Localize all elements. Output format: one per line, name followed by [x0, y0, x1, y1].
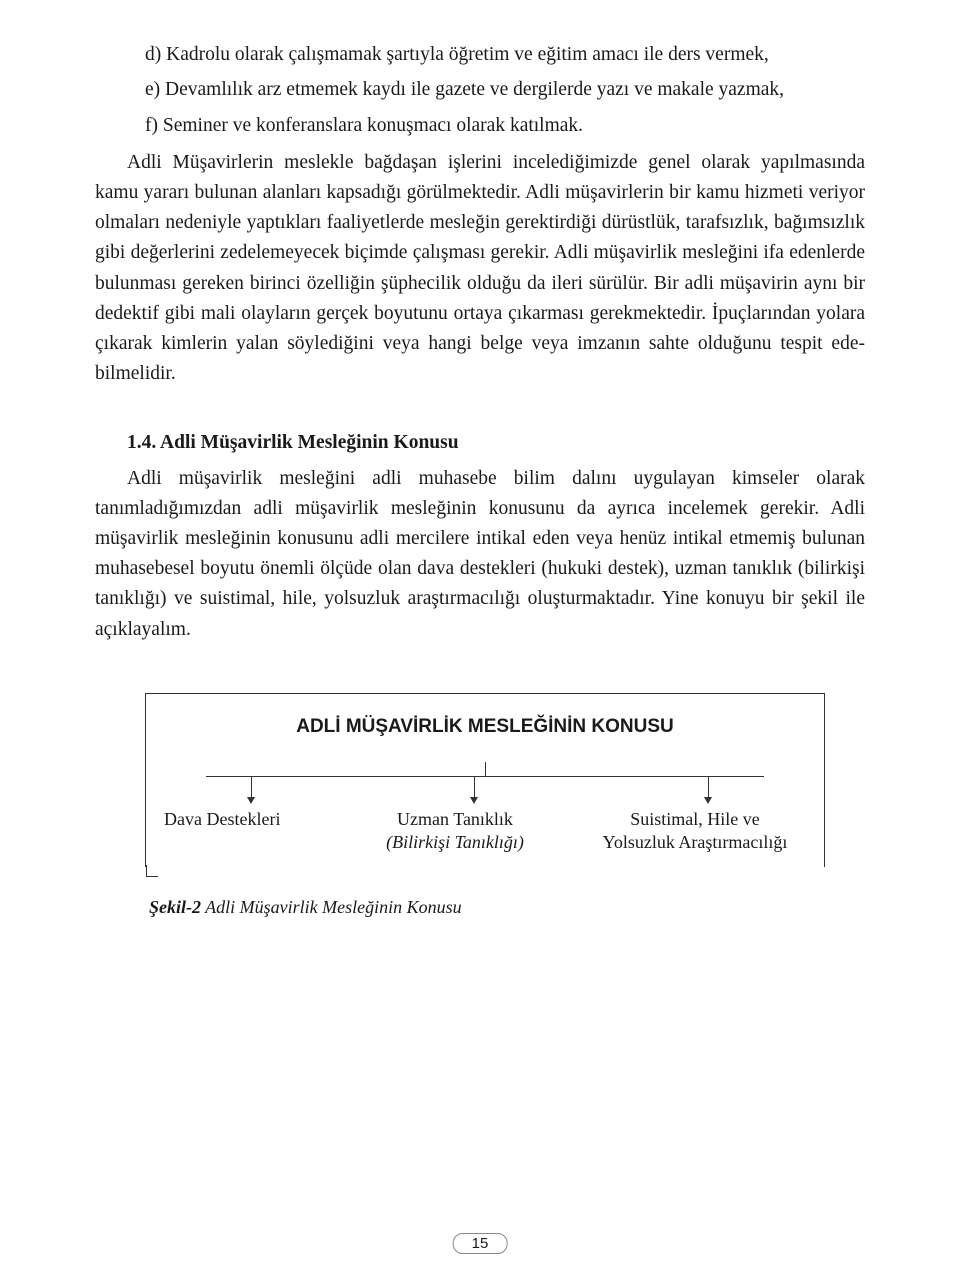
- branch-3-line1: Suistimal, Hile ve: [580, 808, 810, 831]
- branch-1: Dava Destekleri: [160, 808, 330, 855]
- figure-caption-label: Şekil-2: [149, 897, 201, 917]
- branch-2-line2: (Bilirkişi Tanıklığı): [355, 831, 555, 854]
- arrow-2: [474, 776, 475, 800]
- branch-3-line2: Yolsuzluk Araştırmacılığı: [580, 831, 810, 854]
- branch-2: Uzman Tanıklık (Bilirkişi Tanıklığı): [355, 808, 555, 855]
- list-item-d: d) Kadrolu olarak çalışmamak şartıyla öğ…: [145, 40, 865, 69]
- list-item-e: e) Devamlılık arz etmemek kaydı ile gaze…: [145, 75, 865, 104]
- arrow-3: [708, 776, 709, 800]
- diagram: ADLİ MÜŞAVİRLİK MESLEĞİNİN KONUSU Dava D…: [145, 693, 825, 918]
- diagram-title: ADLİ MÜŞAVİRLİK MESLEĞİNİN KONUSU: [146, 716, 824, 738]
- connector-stem: [485, 762, 486, 776]
- connector-hline: [206, 776, 764, 777]
- figure-caption-text: Adli Müşavirlik Mesleğinin Konusu: [201, 897, 462, 917]
- branch-3: Suistimal, Hile ve Yolsuzluk Araştırmacı…: [580, 808, 810, 855]
- paragraph-2: Adli müşavirlik mesleğini adli muhasebe …: [95, 464, 865, 645]
- diagram-corner-stub: [146, 865, 158, 877]
- diagram-branches: Dava Destekleri Uzman Tanıklık (Bilirkiş…: [146, 808, 824, 855]
- paragraph-1: Adli Müşavirlerin meslekle bağdaşan işle…: [95, 148, 865, 390]
- list-item-f: f) Seminer ve konferanslara konuşmacı ol…: [145, 111, 865, 140]
- page-number: 15: [453, 1233, 508, 1254]
- diagram-box: ADLİ MÜŞAVİRLİK MESLEĞİNİN KONUSU Dava D…: [145, 693, 825, 867]
- section-heading: 1.4. Adli Müşavirlik Mesleğinin Konusu: [127, 432, 865, 454]
- arrow-1: [251, 776, 252, 800]
- figure-caption: Şekil-2 Adli Müşavirlik Mesleğinin Konus…: [149, 897, 825, 918]
- diagram-connectors: [206, 776, 764, 806]
- branch-2-line1: Uzman Tanıklık: [355, 808, 555, 831]
